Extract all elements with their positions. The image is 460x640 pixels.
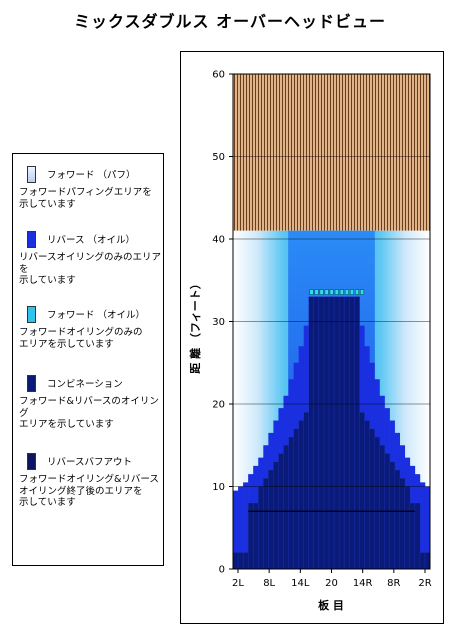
- forward-oil-marker: [324, 289, 329, 295]
- combination-bar: [247, 502, 254, 570]
- x-tick-label: 2L: [232, 578, 244, 589]
- forward-oil-marker: [354, 289, 360, 295]
- legend-label: リバース （オイル）: [47, 235, 136, 246]
- x-tick-label: 14L: [291, 578, 310, 589]
- legend-description: フォワード&リバースのオイリング エリアを示しています: [19, 396, 159, 430]
- legend-item-combination: コンビネーション フォワード&リバースのオイリング エリアを示しています: [19, 375, 163, 431]
- forward-oil-marker: [334, 289, 339, 295]
- combination-bar: [318, 296, 325, 570]
- page-title: ミックスダブルス オーバーヘッドビュー: [74, 12, 386, 31]
- combination-bar: [338, 296, 345, 570]
- legend-item-forward-puff: フォワード （パフ） フォワードパフィングエリアを 示しています: [19, 166, 163, 210]
- combination-bar: [333, 296, 340, 570]
- legend-description: リバースオイリングのみのエリアを 示しています: [19, 252, 162, 286]
- combination-bar: [343, 296, 350, 570]
- combination-bar: [399, 478, 406, 570]
- combination-bar: [258, 486, 264, 570]
- combination-bar: [268, 469, 274, 570]
- legend-swatch-combination: [27, 375, 36, 392]
- legend-description: フォワードオイリング&リバース オイリング終了後のエリアを 示しています: [19, 474, 159, 508]
- reverse-oil-bar: [424, 486, 431, 569]
- y-tick-label: 30: [212, 317, 225, 328]
- combination-bar: [379, 445, 386, 570]
- plot-area: [232, 73, 431, 570]
- combination-bar: [293, 428, 300, 570]
- legend: フォワード （パフ） フォワードパフィングエリアを 示しています リバース （オ…: [12, 153, 164, 566]
- combination-bar: [364, 420, 370, 570]
- y-tick-label: 60: [212, 70, 225, 81]
- y-tick-label: 10: [212, 482, 225, 493]
- combination-bar: [414, 502, 421, 570]
- reverse-oil-bar: [233, 490, 239, 569]
- x-tick-label: 2R: [418, 578, 431, 589]
- legend-label: リバースバフアウト: [47, 457, 133, 468]
- forward-oil-marker: [329, 289, 334, 295]
- combination-bar: [298, 420, 305, 570]
- forward-oil-marker: [360, 289, 365, 295]
- combination-bar: [263, 478, 269, 570]
- y-tick-label: 40: [212, 235, 225, 246]
- y-axis: 0 10 20 30 40 50 60: [212, 70, 233, 576]
- reverse-oil-bar: [238, 486, 244, 569]
- forward-oil-marker: [314, 289, 319, 295]
- forward-oil-marker: [344, 289, 349, 295]
- reverse-oil-bar: [243, 482, 249, 569]
- y-tick-label: 20: [212, 400, 225, 411]
- legend-item-reverse-oil: リバース （オイル） リバースオイリングのみのエリアを 示しています: [19, 231, 163, 287]
- legend-swatch-reverse-oil: [27, 231, 36, 248]
- x-axis-label: 板 目: [318, 598, 344, 612]
- legend-label: フォワード （パフ）: [47, 170, 136, 181]
- forward-oil-marker: [349, 289, 354, 295]
- combination-bar: [323, 296, 330, 570]
- combination-bar: [424, 552, 431, 570]
- combination-bar: [288, 436, 295, 570]
- legend-description: フォワードパフィングエリアを 示しています: [19, 187, 152, 210]
- legend-swatch-forward-puff: [27, 166, 36, 183]
- forward-oil-marker: [339, 289, 344, 295]
- y-tick-label: 0: [219, 565, 225, 576]
- combination-bar: [374, 436, 380, 570]
- combination-bar: [308, 296, 315, 570]
- forward-oil-marker: [309, 289, 314, 295]
- x-axis: 2L 8L 14L 20 14R 8R 2R: [232, 569, 432, 589]
- combination-bar: [242, 552, 249, 570]
- y-axis-label: 距 離 （フィート）: [188, 278, 202, 373]
- legend-label: フォワード （オイル）: [47, 310, 146, 321]
- combination-bar: [313, 296, 320, 570]
- combination-bar: [253, 502, 259, 570]
- legend-item-forward-oil: フォワード （オイル） フォワードオイリングのみの エリアを示しています: [19, 306, 163, 350]
- combination-bar: [369, 428, 375, 570]
- combination-bar: [419, 552, 426, 570]
- combination-bar: [303, 412, 310, 570]
- x-tick-label: 8L: [263, 578, 275, 589]
- reverse-oil-bar: [419, 482, 426, 569]
- combination-bar: [354, 296, 360, 570]
- forward-oil-marker: [319, 289, 324, 295]
- combination-bar: [232, 552, 239, 570]
- y-tick-label: 50: [212, 152, 225, 163]
- combination-bar: [404, 486, 411, 570]
- lane-beyond-oil: [233, 74, 430, 231]
- x-tick-label: 8R: [387, 578, 400, 589]
- combination-bar: [394, 469, 401, 570]
- legend-item-reverse-buff-out: リバースバフアウト フォワードオイリング&リバース オイリング終了後のエリアを …: [19, 453, 163, 509]
- x-tick-label: 20: [325, 578, 338, 589]
- legend-swatch-reverse-buff-out: [27, 453, 36, 470]
- legend-description: フォワードオイリングのみの エリアを示しています: [19, 327, 143, 350]
- combination-bar: [328, 296, 335, 570]
- legend-swatch-forward-oil: [27, 306, 36, 323]
- combination-bar: [389, 461, 396, 570]
- combination-bar: [359, 412, 365, 570]
- combination-bar: [283, 445, 290, 570]
- x-tick-label: 14R: [353, 578, 373, 589]
- legend-label: コンビネーション: [47, 379, 123, 390]
- combination-bar: [409, 502, 416, 570]
- combination-bar: [273, 461, 279, 570]
- combination-bar: [348, 296, 355, 570]
- combination-bar: [237, 552, 244, 570]
